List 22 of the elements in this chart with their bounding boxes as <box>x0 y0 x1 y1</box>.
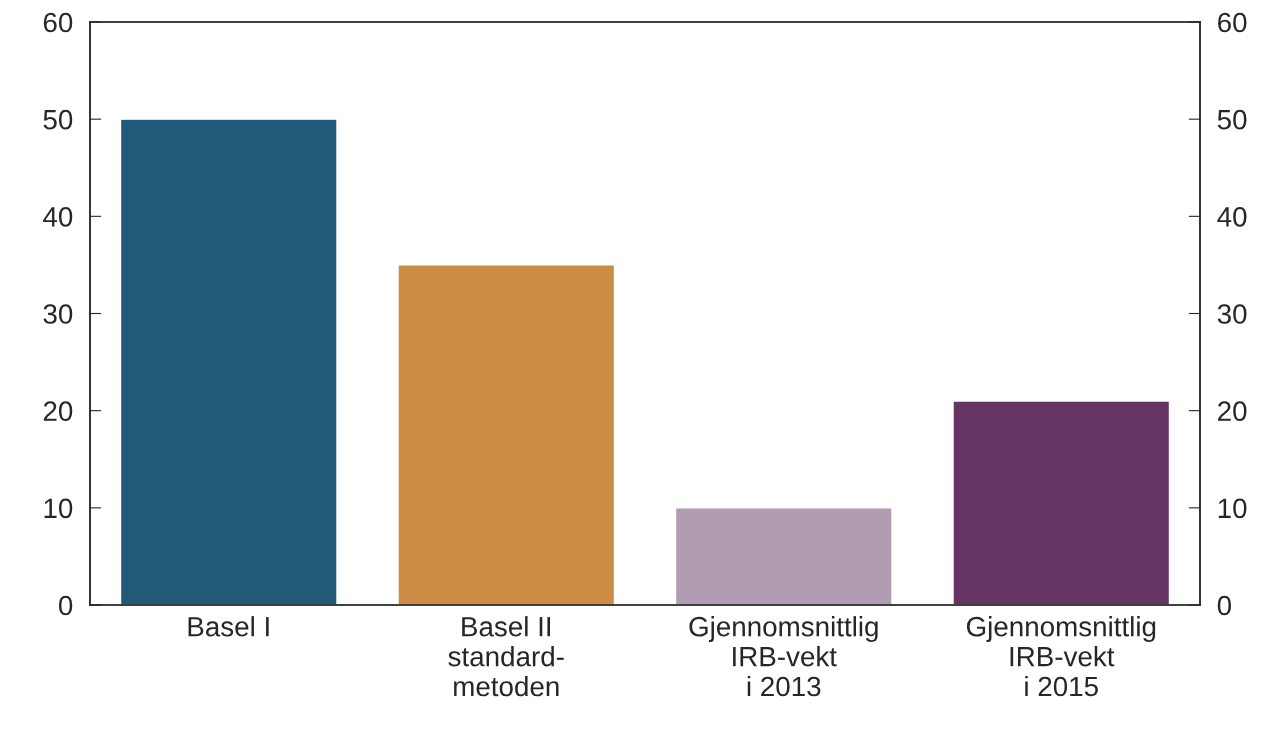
y2-tick-label: 0 <box>1217 595 1232 616</box>
y-tick-label: 0 <box>58 595 73 616</box>
y-tick-label: 40 <box>43 207 73 227</box>
y-tick-label: 50 <box>43 109 73 130</box>
y2-tick-label: 10 <box>1218 498 1247 519</box>
bar <box>952 400 1171 605</box>
y-tick-label: 30 <box>43 304 73 324</box>
x-tick-label: Basel I <box>188 616 269 637</box>
y2-tick-label: 20 <box>1218 401 1247 422</box>
x-tick-label: Gjennomsnittlig IRB-vekt i 2015 <box>966 616 1156 697</box>
y-tick-label: 60 <box>43 12 73 33</box>
x-tick-label: Basel II standard- metoden <box>448 616 564 697</box>
bar <box>119 118 338 605</box>
bar <box>397 264 616 605</box>
y2-tick-label: 60 <box>1218 12 1247 33</box>
y2-tick-label: 30 <box>1217 304 1247 324</box>
y2-tick-label: 40 <box>1217 207 1247 227</box>
x-tick-label: Gjennomsnittlig IRB-vekt i 2013 <box>689 616 878 697</box>
bar <box>674 507 893 605</box>
y-tick-label: 20 <box>43 401 73 422</box>
y2-tick-label: 50 <box>1217 109 1247 130</box>
y-tick-label: 10 <box>44 498 73 519</box>
